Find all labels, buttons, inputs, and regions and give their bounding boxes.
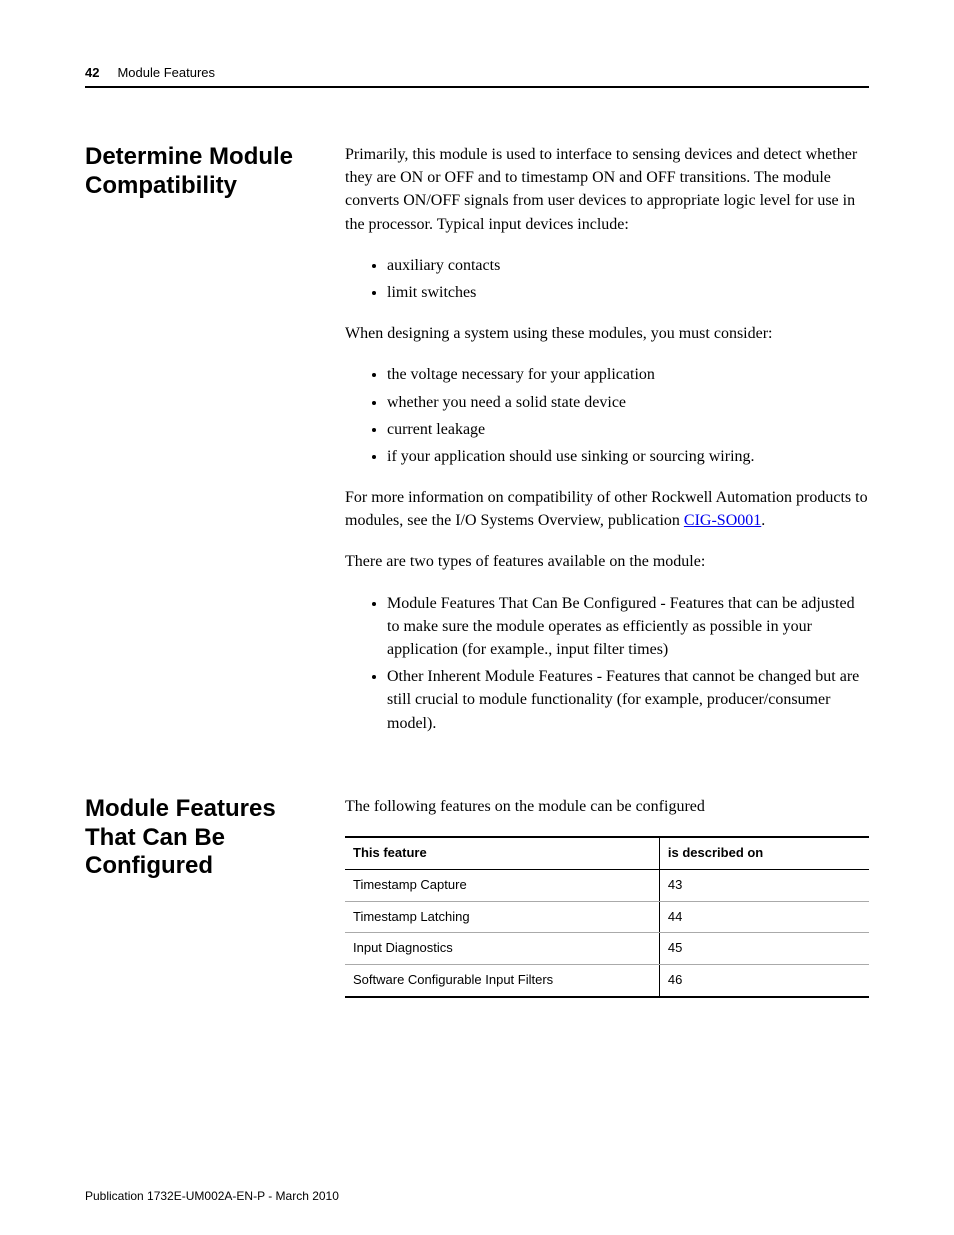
list-item: Module Features That Can Be Configured -…	[387, 592, 869, 662]
chapter-title: Module Features	[117, 65, 215, 80]
list-item: if your application should use sinking o…	[387, 445, 869, 468]
paragraph: When designing a system using these modu…	[345, 322, 869, 345]
list-item: whether you need a solid state device	[387, 391, 869, 414]
text-run: For more information on compatibility of…	[345, 489, 868, 529]
text-run: .	[761, 512, 765, 529]
publication-link[interactable]: CIG-SO001	[684, 512, 761, 529]
section-module-features-configurable: Module Features That Can Be Configured T…	[85, 795, 869, 998]
list-item: current leakage	[387, 418, 869, 441]
feature-table: This feature is described on Timestamp C…	[345, 836, 869, 998]
table-cell: Software Configurable Input Filters	[345, 965, 659, 997]
section-body: The following features on the module can…	[345, 795, 869, 998]
table-cell: 45	[659, 933, 869, 965]
table-cell: 44	[659, 901, 869, 933]
table-cell: 43	[659, 869, 869, 901]
paragraph: For more information on compatibility of…	[345, 486, 869, 532]
table-row: Input Diagnostics 45	[345, 933, 869, 965]
section-heading: Module Features That Can Be Configured	[85, 795, 315, 998]
table-row: Timestamp Capture 43	[345, 869, 869, 901]
table-cell: Timestamp Latching	[345, 901, 659, 933]
list-item: auxiliary contacts	[387, 254, 869, 277]
section-body: Primarily, this module is used to interf…	[345, 143, 869, 753]
paragraph: There are two types of features availabl…	[345, 550, 869, 573]
list-item: the voltage necessary for your applicati…	[387, 363, 869, 386]
table-cell: Input Diagnostics	[345, 933, 659, 965]
list-item: limit switches	[387, 281, 869, 304]
bullet-list: the voltage necessary for your applicati…	[387, 363, 869, 468]
list-item: Other Inherent Module Features - Feature…	[387, 665, 869, 735]
table-row: Software Configurable Input Filters 46	[345, 965, 869, 997]
table-row: Timestamp Latching 44	[345, 901, 869, 933]
table-cell: Timestamp Capture	[345, 869, 659, 901]
paragraph: Primarily, this module is used to interf…	[345, 143, 869, 236]
bullet-list: auxiliary contacts limit switches	[387, 254, 869, 304]
table-header-cell: is described on	[659, 837, 869, 869]
paragraph: The following features on the module can…	[345, 795, 869, 818]
page-header: 42 Module Features	[85, 65, 869, 88]
page: 42 Module Features Determine Module Comp…	[0, 0, 954, 998]
bullet-list: Module Features That Can Be Configured -…	[387, 592, 869, 735]
page-number: 42	[85, 65, 99, 80]
table-cell: 46	[659, 965, 869, 997]
footer-publication: Publication 1732E-UM002A-EN-P - March 20…	[85, 1189, 339, 1203]
table-header-cell: This feature	[345, 837, 659, 869]
table-header-row: This feature is described on	[345, 837, 869, 869]
section-heading: Determine Module Compatibility	[85, 143, 315, 753]
section-determine-compatibility: Determine Module Compatibility Primarily…	[85, 143, 869, 753]
